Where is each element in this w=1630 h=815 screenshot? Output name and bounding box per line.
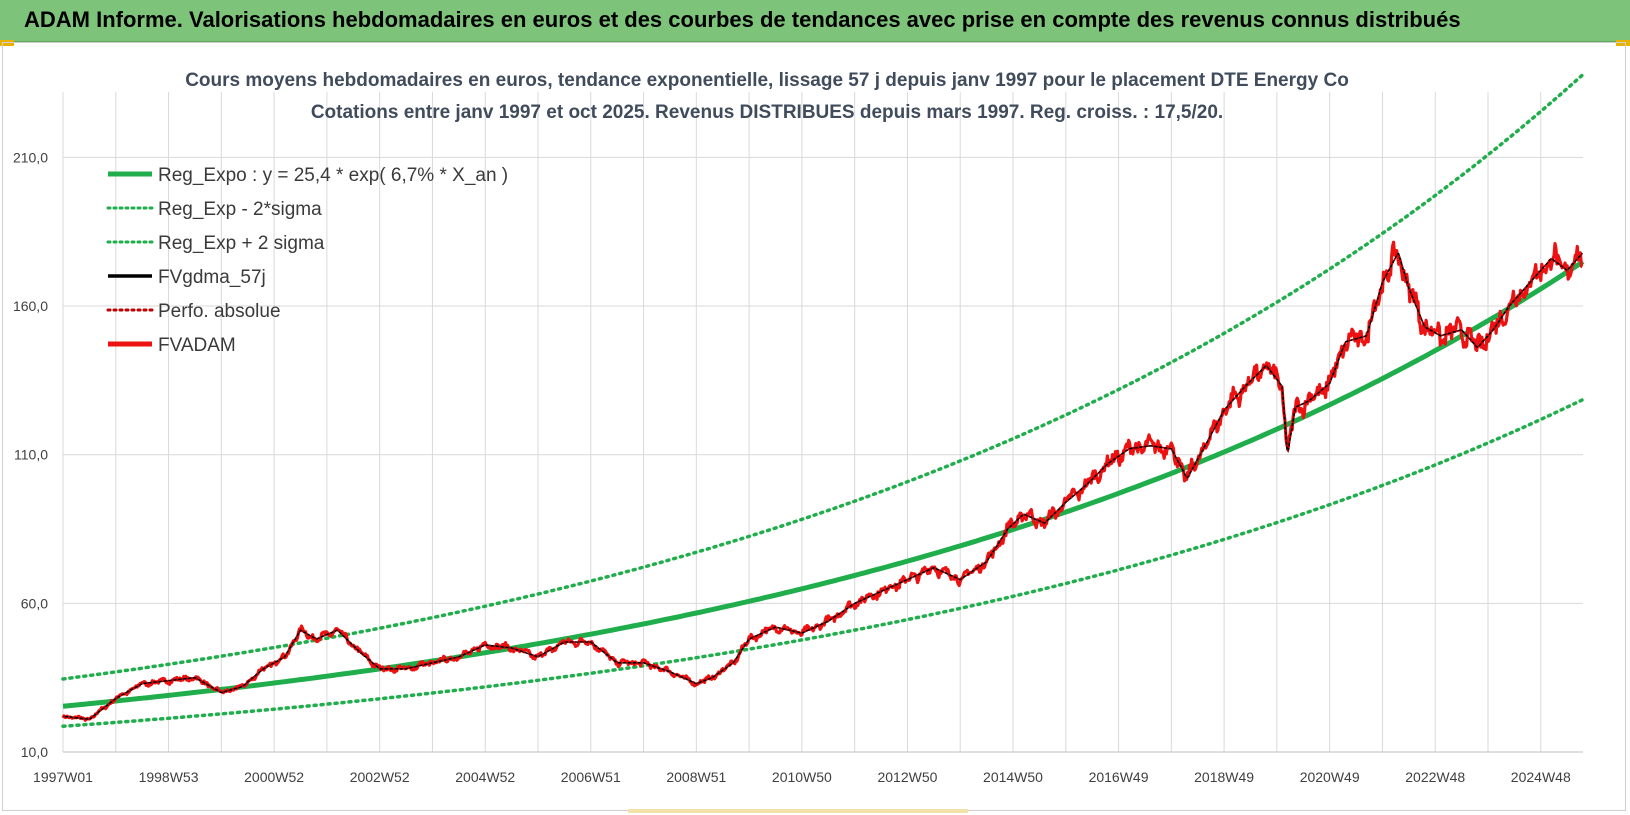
x-tick-label: 2014W50 (983, 769, 1043, 785)
x-tick-label: 2006W51 (561, 769, 621, 785)
x-tick-label: 2002W52 (350, 769, 410, 785)
x-tick-label: 2016W49 (1089, 769, 1149, 785)
corner-mark-right (1616, 40, 1630, 46)
y-tick-label: 210,0 (13, 149, 48, 165)
y-tick-label: 110,0 (14, 447, 48, 463)
header-bar: ADAM Informe. Valorisations hebdomadaire… (0, 0, 1630, 42)
legend-item: Reg_Exp - 2*sigma (106, 199, 322, 220)
x-axis-ticks: 1997W01 1998W53 2000W52 2002W52 2004W52 2006W… (33, 769, 1571, 785)
chart-title-line-2: Cotations entre janv 1997 et oct 2025. R… (311, 102, 1223, 123)
y-tick-label: 60,0 (21, 595, 48, 611)
series-line-trend (62, 259, 1585, 709)
corner-mark-left (0, 40, 14, 46)
y-tick-label: 10,0 (21, 744, 48, 760)
chart-title-line-1: Cours moyens hebdomadaires en euros, ten… (185, 70, 1349, 91)
legend-label: Reg_Exp + 2 sigma (158, 233, 325, 254)
series-line-perfo-absolue (62, 252, 1583, 721)
bottom-mark (628, 809, 968, 813)
legend: Reg_Expo : y = 25,4 * exp( 6,7% * X_an )… (106, 165, 508, 356)
legend-label: Reg_Exp - 2*sigma (158, 199, 322, 220)
legend-label: FVgdma_57j (158, 267, 266, 288)
legend-item: FVgdma_57j (108, 267, 266, 288)
x-tick-label: 2012W50 (877, 769, 937, 785)
legend-item: Perfo. absolue (106, 301, 281, 322)
x-tick-label: 2008W51 (666, 769, 726, 785)
series-line-fvadam (61, 240, 1583, 722)
x-tick-label: 2020W49 (1300, 769, 1360, 785)
x-tick-label: 1998W53 (139, 769, 199, 785)
y-tick-label: 160,0 (13, 298, 48, 314)
x-tick-label: 2022W48 (1405, 769, 1465, 785)
legend-item: FVADAM (108, 335, 236, 356)
legend-label: Reg_Expo : y = 25,4 * exp( 6,7% * X_an ) (158, 165, 508, 186)
y-axis-ticks: 10,0 60,0 110,0 160,0 210,0 (13, 149, 48, 760)
x-tick-label: 2024W48 (1511, 769, 1571, 785)
x-tick-label: 2004W52 (455, 769, 515, 785)
x-tick-label: 2018W49 (1194, 769, 1254, 785)
x-tick-label: 2000W52 (244, 769, 304, 785)
series-line-upper-band (61, 72, 1585, 681)
legend-label: FVADAM (158, 335, 236, 356)
legend-item: Reg_Exp + 2 sigma (106, 233, 325, 254)
grid (62, 92, 1583, 753)
series-line-lower-band (61, 397, 1585, 728)
series (61, 72, 1585, 728)
legend-item: Reg_Expo : y = 25,4 * exp( 6,7% * X_an ) (108, 165, 508, 186)
x-tick-label: 2010W50 (772, 769, 832, 785)
x-tick-label: 1997W01 (33, 769, 93, 785)
header-title: ADAM Informe. Valorisations hebdomadaire… (24, 7, 1461, 32)
legend-label: Perfo. absolue (158, 301, 281, 322)
